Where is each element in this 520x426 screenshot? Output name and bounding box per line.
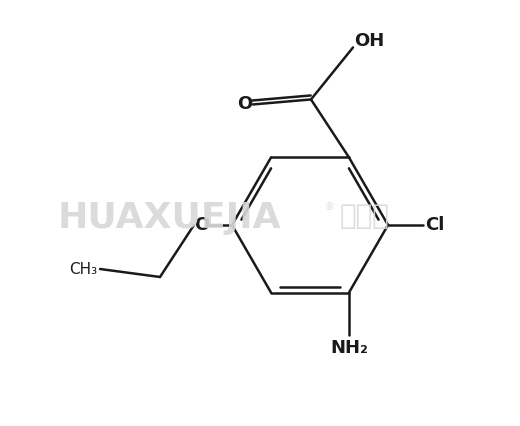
Text: Cl: Cl bbox=[425, 216, 445, 234]
Text: OH: OH bbox=[354, 32, 384, 50]
Text: O: O bbox=[194, 216, 210, 234]
Text: 化学加: 化学加 bbox=[340, 202, 390, 230]
Text: ®: ® bbox=[325, 202, 335, 212]
Text: CH₃: CH₃ bbox=[69, 262, 97, 276]
Text: HUAXUEJIA: HUAXUEJIA bbox=[58, 201, 282, 235]
Text: NH₂: NH₂ bbox=[330, 339, 368, 357]
Text: O: O bbox=[237, 95, 253, 113]
